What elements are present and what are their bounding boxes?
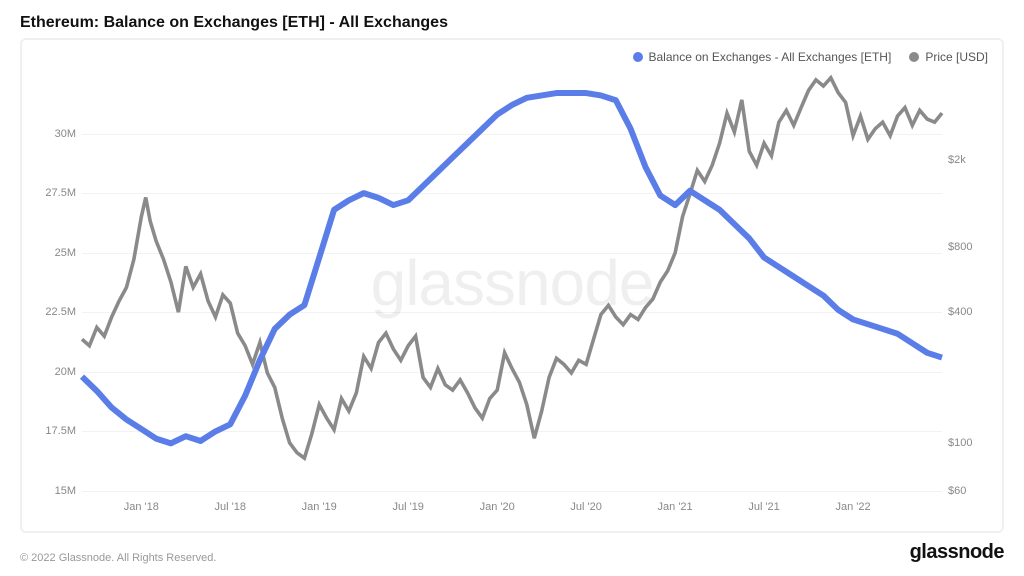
plot-region: glassnode 15M17.5M20M22.5M25M27.5M30M$60… bbox=[82, 74, 942, 491]
series-price bbox=[82, 78, 942, 458]
copyright: © 2022 Glassnode. All Rights Reserved. bbox=[20, 552, 216, 564]
x-tick: Jul '21 bbox=[748, 501, 779, 513]
legend-label-price: Price [USD] bbox=[925, 50, 988, 64]
brand-logo: glassnode bbox=[910, 541, 1004, 564]
line-svg bbox=[82, 74, 942, 491]
y-left-tick: 17.5M bbox=[32, 425, 76, 437]
y-right-tick: $100 bbox=[948, 437, 994, 449]
y-left-tick: 30M bbox=[32, 128, 76, 140]
series-balance bbox=[82, 93, 942, 443]
x-tick: Jul '19 bbox=[392, 501, 423, 513]
y-right-tick: $60 bbox=[948, 485, 994, 497]
x-tick: Jan '19 bbox=[302, 501, 337, 513]
y-right-tick: $800 bbox=[948, 241, 994, 253]
y-left-tick: 27.5M bbox=[32, 187, 76, 199]
x-tick: Jan '21 bbox=[658, 501, 693, 513]
gridline bbox=[82, 491, 942, 492]
legend-label-balance: Balance on Exchanges - All Exchanges [ET… bbox=[649, 50, 892, 64]
legend: Balance on Exchanges - All Exchanges [ET… bbox=[633, 50, 989, 64]
y-left-tick: 20M bbox=[32, 366, 76, 378]
y-left-tick: 15M bbox=[32, 485, 76, 497]
x-tick: Jul '18 bbox=[215, 501, 246, 513]
x-tick: Jan '22 bbox=[835, 501, 870, 513]
chart-title: Ethereum: Balance on Exchanges [ETH] - A… bbox=[20, 14, 1004, 32]
y-left-tick: 22.5M bbox=[32, 306, 76, 318]
y-left-tick: 25M bbox=[32, 247, 76, 259]
footer: © 2022 Glassnode. All Rights Reserved. g… bbox=[20, 541, 1004, 564]
chart-container: Ethereum: Balance on Exchanges [ETH] - A… bbox=[0, 0, 1024, 576]
legend-dot-price bbox=[909, 52, 919, 62]
legend-item-price: Price [USD] bbox=[909, 50, 988, 64]
x-tick: Jul '20 bbox=[570, 501, 601, 513]
chart-area: Balance on Exchanges - All Exchanges [ET… bbox=[20, 38, 1004, 533]
x-tick: Jan '20 bbox=[480, 501, 515, 513]
x-tick: Jan '18 bbox=[124, 501, 159, 513]
y-right-tick: $400 bbox=[948, 306, 994, 318]
y-right-tick: $2k bbox=[948, 154, 994, 166]
legend-item-balance: Balance on Exchanges - All Exchanges [ET… bbox=[633, 50, 892, 64]
legend-dot-balance bbox=[633, 52, 643, 62]
